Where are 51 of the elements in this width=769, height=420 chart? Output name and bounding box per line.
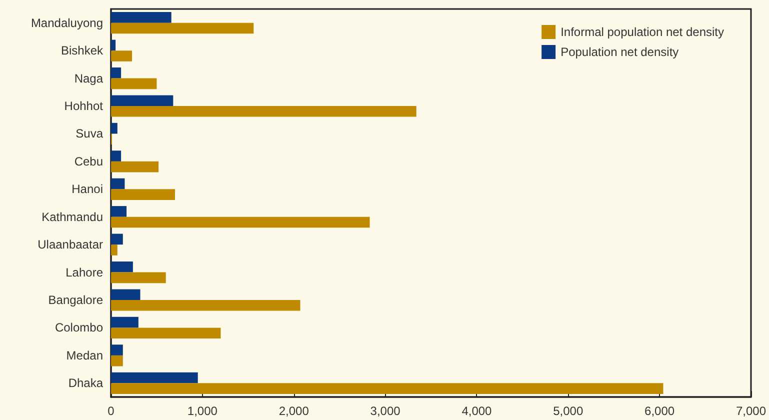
- bar: [111, 316, 138, 328]
- y-tick-label: Cebu: [74, 154, 103, 168]
- bar: [111, 12, 172, 23]
- bar: [111, 78, 157, 90]
- bar: [111, 355, 123, 366]
- bar: [111, 122, 118, 134]
- y-tick-label: Kathmandu: [42, 210, 103, 224]
- bar: [111, 106, 416, 117]
- y-tick-label: Naga: [74, 71, 104, 86]
- y-tick-label: Hohhot: [64, 99, 104, 113]
- y-tick-label: Ulaanbaatar: [38, 238, 103, 252]
- bar: [111, 150, 122, 162]
- x-tick-label: 5,000: [553, 404, 584, 418]
- bar: [111, 328, 221, 339]
- legend-label: Informal population net density: [560, 25, 724, 39]
- bar: [111, 344, 123, 356]
- bar: [111, 67, 122, 78]
- bar: [111, 261, 133, 272]
- bar: [111, 272, 166, 284]
- y-tick-label: Suva: [76, 126, 104, 141]
- bar: [111, 189, 175, 200]
- bar: [111, 161, 159, 172]
- bar: [111, 206, 127, 217]
- bar: [111, 22, 254, 34]
- bar: [111, 40, 116, 51]
- x-tick-label: 0: [108, 404, 115, 418]
- y-tick-label: Hanoi: [72, 182, 103, 196]
- y-tick-label: Dhaka: [68, 376, 104, 390]
- y-tick-label: Medan: [66, 348, 103, 362]
- bar: [111, 372, 198, 384]
- x-tick-label: 2,000: [278, 404, 310, 418]
- x-tick-label: 3,000: [370, 404, 401, 418]
- bar: [111, 178, 125, 190]
- bar: [111, 234, 123, 245]
- bar: [111, 216, 370, 228]
- bar: [111, 383, 664, 394]
- y-tick-label: Lahore: [66, 265, 104, 280]
- y-tick-label: Bangalore: [48, 293, 104, 307]
- bar: [111, 289, 140, 300]
- bar: [111, 244, 118, 256]
- y-tick-label: Colombo: [54, 320, 104, 335]
- x-tick-label: 1,000: [187, 404, 218, 418]
- legend-label: Population net density: [560, 45, 679, 59]
- y-tick-label: Mandaluyong: [30, 16, 103, 30]
- x-tick-label: 7,000: [736, 404, 766, 418]
- x-tick-label: 4,000: [462, 404, 492, 418]
- bar: [111, 50, 132, 62]
- bar: [111, 95, 174, 106]
- x-tick-label: 6,000: [644, 404, 675, 418]
- bar: [111, 300, 300, 311]
- y-tick-label: Bishkek: [60, 44, 104, 58]
